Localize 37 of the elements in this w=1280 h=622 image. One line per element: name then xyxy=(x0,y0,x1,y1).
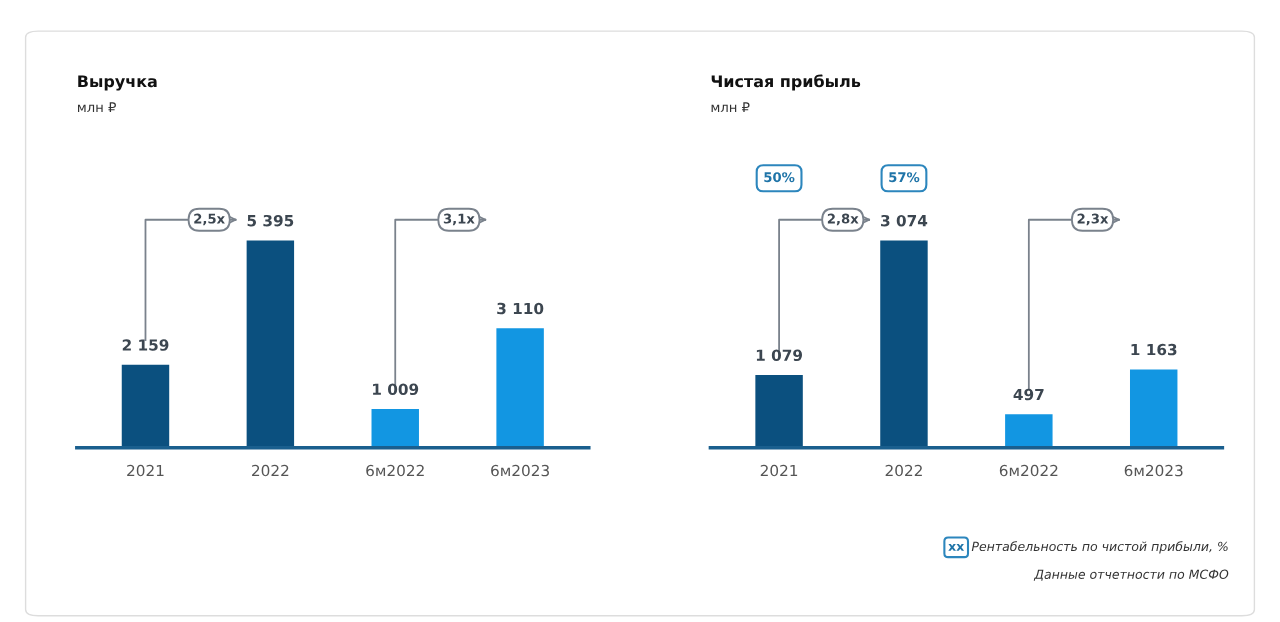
data-label: 1 163 xyxy=(1131,343,1177,356)
bar xyxy=(1129,369,1178,448)
chart-subtitle: млн ₽ xyxy=(711,102,750,112)
text: 50% xyxy=(764,172,795,183)
text: 2,3x xyxy=(1077,213,1109,226)
text: 3,1x xyxy=(443,213,475,226)
chart-title: Выручка xyxy=(78,75,157,91)
text: Рентабельность по чистой прибыли, % xyxy=(971,541,1228,554)
x-tick-label: 2022 xyxy=(252,464,289,477)
bar xyxy=(246,240,295,448)
bar xyxy=(371,409,419,448)
data-label: 2 159 xyxy=(122,339,169,351)
text: 2,5x xyxy=(194,213,225,226)
data-label: 5 395 xyxy=(247,214,294,227)
bar xyxy=(1005,414,1053,448)
chart-title: Чистая прибыль xyxy=(711,74,861,91)
data-label: 497 xyxy=(1013,388,1044,401)
x-tick-label: 2022 xyxy=(885,464,922,477)
x-tick-label: 6м2022 xyxy=(366,464,424,477)
text: 57% xyxy=(889,172,920,183)
data-label: 1 009 xyxy=(373,383,419,395)
text: 2,8x xyxy=(827,213,859,226)
chart-subtitle: млн ₽ xyxy=(78,102,116,112)
text: xx xyxy=(948,543,965,551)
x-tick-label: 2021 xyxy=(760,464,798,477)
data-label: 3 110 xyxy=(497,302,544,315)
x-tick-label: 6м2022 xyxy=(999,464,1058,477)
data-label: 3 074 xyxy=(881,214,928,227)
bar xyxy=(880,240,928,448)
x-tick-label: 6м2023 xyxy=(1124,464,1183,477)
x-tick-label: 2021 xyxy=(127,464,164,477)
bar xyxy=(496,328,544,448)
bar xyxy=(121,364,170,448)
x-tick-label: 6м2023 xyxy=(491,464,549,477)
text: Данные отчетности по МСФО xyxy=(1033,569,1229,581)
data-label: 1 079 xyxy=(756,349,803,361)
bar xyxy=(755,375,803,448)
